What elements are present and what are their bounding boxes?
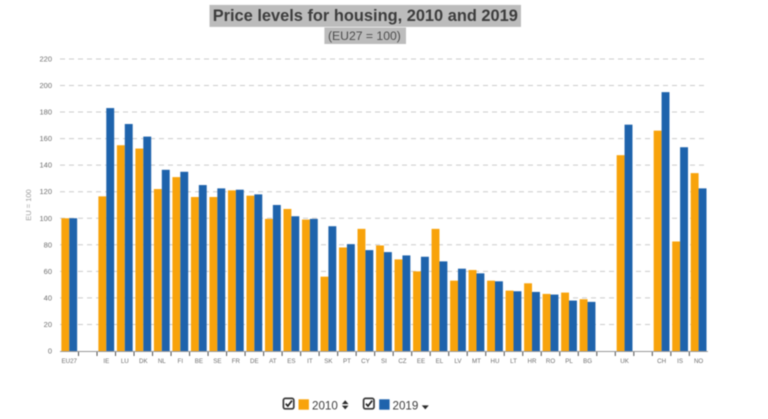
svg-text:FR: FR: [232, 358, 241, 365]
svg-text:IS: IS: [677, 358, 683, 365]
svg-text:SE: SE: [213, 358, 221, 365]
svg-text:LU: LU: [121, 358, 129, 365]
svg-text:140: 140: [39, 161, 52, 170]
svg-text:UK: UK: [620, 358, 629, 365]
svg-text:180: 180: [39, 108, 52, 117]
svg-text:NL: NL: [158, 358, 166, 365]
svg-text:EE: EE: [417, 358, 425, 365]
svg-text:ES: ES: [287, 358, 295, 365]
svg-text:LT: LT: [510, 358, 517, 365]
svg-text:IE: IE: [103, 358, 109, 365]
svg-text:IT: IT: [307, 358, 313, 365]
svg-text:FI: FI: [178, 358, 184, 365]
svg-text:HU: HU: [491, 358, 500, 365]
svg-text:NO: NO: [694, 358, 703, 365]
svg-text:HR: HR: [528, 358, 537, 365]
svg-text:100: 100: [39, 214, 52, 223]
svg-text:CH: CH: [657, 358, 666, 365]
svg-text:DE: DE: [250, 358, 259, 365]
svg-text:EL: EL: [436, 358, 444, 365]
svg-text:20: 20: [44, 320, 52, 329]
svg-text:60: 60: [44, 267, 52, 276]
svg-text:Price levels for housing, 2010: Price levels for housing, 2010 and 2019: [213, 7, 518, 25]
svg-text:SK: SK: [324, 358, 333, 365]
svg-text:BG: BG: [583, 358, 592, 365]
svg-text:MT: MT: [472, 358, 481, 365]
svg-text:80: 80: [44, 240, 52, 249]
svg-text:SI: SI: [381, 358, 387, 365]
svg-text:2019: 2019: [393, 399, 419, 412]
svg-text:(EU27 = 100): (EU27 = 100): [328, 29, 401, 43]
svg-text:EU27: EU27: [62, 358, 78, 365]
svg-text:CZ: CZ: [398, 358, 406, 365]
svg-text:0: 0: [48, 347, 52, 356]
svg-text:DK: DK: [139, 358, 148, 365]
svg-text:AT: AT: [269, 358, 277, 365]
svg-text:160: 160: [39, 134, 52, 143]
svg-text:RO: RO: [546, 358, 555, 365]
svg-text:220: 220: [39, 54, 52, 63]
svg-text:CY: CY: [361, 358, 370, 365]
svg-text:PT: PT: [343, 358, 351, 365]
svg-text:EU = 100: EU = 100: [24, 189, 33, 220]
svg-text:PL: PL: [565, 358, 573, 365]
svg-text:2010: 2010: [312, 399, 338, 412]
svg-text:120: 120: [39, 187, 52, 196]
svg-text:BE: BE: [195, 358, 203, 365]
svg-text:200: 200: [39, 81, 52, 90]
svg-text:LV: LV: [454, 358, 462, 365]
svg-text:40: 40: [44, 293, 52, 302]
